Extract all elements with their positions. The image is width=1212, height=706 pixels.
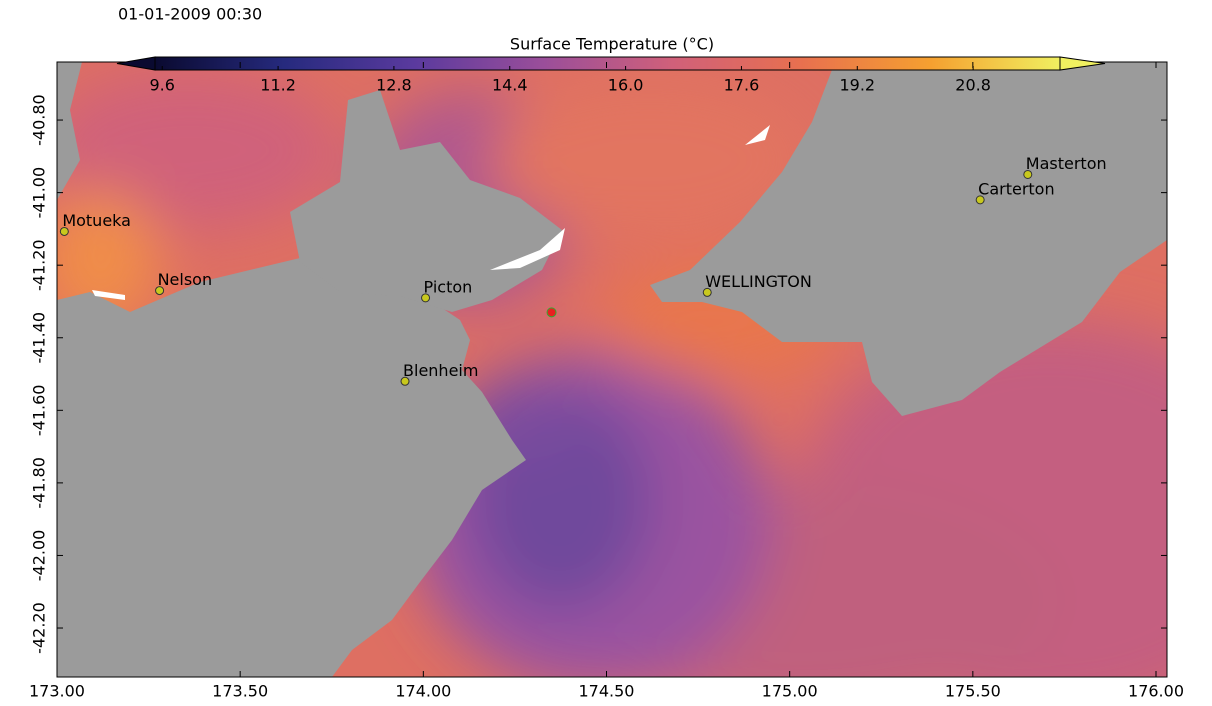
site-marker (546, 307, 557, 318)
city-marker (1023, 169, 1033, 179)
colorbar-tick-label: 14.4 (492, 76, 528, 95)
x-tick-label: 173.00 (29, 682, 85, 701)
colorbar-tick-label: 16.0 (608, 76, 644, 95)
y-tick-label: -41.80 (30, 457, 49, 509)
y-tick-label: -42.20 (30, 602, 49, 654)
colorbar-title: Surface Temperature (°C) (510, 35, 714, 54)
land (57, 62, 1167, 677)
city-label: Masterton (1026, 154, 1107, 173)
city-label: Nelson (158, 270, 213, 289)
colorbar-tick-label: 12.8 (376, 76, 412, 95)
city-marker (975, 195, 985, 205)
colorbar (154, 56, 1061, 71)
x-tick-label: 175.00 (762, 682, 818, 701)
x-tick-label: 176.00 (1128, 682, 1184, 701)
y-tick-label: -41.00 (30, 167, 49, 219)
city-marker (421, 293, 431, 303)
y-tick-label: -40.80 (30, 94, 49, 146)
city-marker (400, 376, 410, 386)
y-tick-label: -42.00 (30, 530, 49, 582)
city-marker (702, 287, 712, 297)
timestamp: 01-01-2009 00:30 (118, 5, 262, 24)
colorbar-tick-label: 9.6 (150, 76, 175, 95)
x-tick-label: 174.00 (395, 682, 451, 701)
city-label: WELLINGTON (705, 272, 812, 291)
x-tick-label: 175.50 (945, 682, 1001, 701)
city-label: Blenheim (403, 361, 478, 380)
city-marker (59, 226, 69, 236)
colorbar-tick-label: 20.8 (955, 76, 991, 95)
x-tick-label: 174.50 (579, 682, 635, 701)
x-tick-label: 173.50 (212, 682, 268, 701)
y-tick-label: -41.40 (30, 312, 49, 364)
map-area (57, 62, 1167, 677)
city-label: Picton (424, 277, 473, 296)
city-marker (155, 286, 165, 296)
colorbar-tick-label: 19.2 (839, 76, 875, 95)
city-label: Motueka (62, 211, 131, 230)
y-tick-label: -41.20 (30, 239, 49, 291)
colorbar-tick-label: 11.2 (260, 76, 296, 95)
colorbar-tick-label: 17.6 (724, 76, 760, 95)
y-tick-label: -41.60 (30, 385, 49, 437)
city-label: Carterton (978, 179, 1054, 198)
no-data-patches (92, 125, 770, 300)
